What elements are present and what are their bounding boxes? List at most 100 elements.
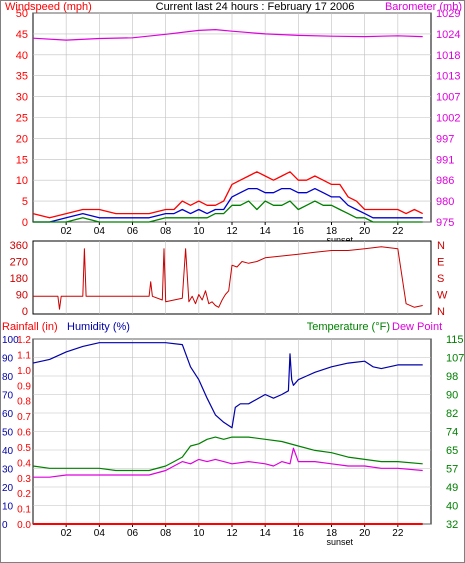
windspeed-tick-label: 45 (16, 29, 28, 41)
rainfall-tick-label: 0.2 (17, 489, 31, 500)
rainfall-axis-title: Rainfall (in) (2, 321, 58, 333)
dewpoint-axis-title: Dew Point (392, 321, 442, 333)
windspeed-tick-label: 25 (16, 113, 28, 125)
compass-tick-label: E (437, 257, 444, 269)
wind-xtick-label: 02 (61, 226, 73, 237)
windspeed-tick-label: 30 (16, 92, 28, 104)
rainfall-tick-label: 0.5 (17, 443, 31, 454)
wind-xtick-label: 14 (260, 226, 272, 237)
humidity-tick-label: 60 (2, 409, 14, 420)
temperature-tick-label: 115 (446, 334, 464, 346)
humidity-xtick-label: 20 (359, 528, 371, 539)
wind-xtick-label: 16 (293, 226, 305, 237)
humidity-tick-label: 10 (2, 502, 14, 513)
humidity-line (32, 342, 423, 429)
chart-title: Current last 24 hours : February 17 2006 (156, 1, 355, 13)
low-line (33, 200, 423, 223)
rainfall-tick-label: 0.4 (17, 458, 31, 469)
windspeed-tick-label: 15 (16, 154, 28, 166)
humidity-axis-title: Humidity (%) (67, 321, 130, 333)
humidity-tick-label: 100 (2, 335, 19, 346)
temperature-tick-label: 107 (446, 353, 464, 365)
wind-xtick-label: 12 (226, 226, 238, 237)
humidity-tick-label: 0 (2, 520, 8, 531)
rainfall-tick-label: 0.9 (17, 381, 31, 392)
humidity-xtick-label: 18 (326, 528, 338, 539)
compass-tick-label: N (437, 240, 445, 252)
humidity-xtick-label: 22 (392, 528, 404, 539)
humidity-xtick-label: 14 (260, 528, 272, 539)
gust-line (32, 171, 423, 219)
rainfall-tick-label: 1.2 (17, 335, 31, 346)
barometer-tick-label: 980 (436, 196, 454, 208)
humidity-xtick-label: 04 (94, 528, 106, 539)
windspeed-tick-label: 50 (16, 8, 28, 20)
windspeed-tick-label: 10 (16, 175, 28, 187)
humidity-xtick-label: 06 (127, 528, 139, 539)
temperature-tick-label: 49 (446, 482, 458, 494)
rainfall-tick-label: 0.8 (17, 397, 31, 408)
wind-xtick-label: 04 (94, 226, 106, 237)
windspeed-axis-title: Windspeed (mph) (5, 1, 92, 13)
compass-tick-label: S (437, 273, 444, 285)
temperature-tick-label: 98 (446, 371, 458, 383)
humidity-tick-label: 70 (2, 391, 14, 402)
barometer-tick-label: 986 (436, 175, 454, 187)
humidity-tick-label: 20 (2, 483, 14, 494)
wind-xtick-label: 18 (326, 226, 338, 237)
direction-tick-label: 360 (10, 240, 28, 252)
humidity-tick-label: 80 (2, 372, 14, 383)
wind-sunset-label: sunset (327, 235, 354, 245)
rainfall-tick-label: 0.1 (17, 505, 31, 516)
temperature-axis-title: Temperature (°F) (307, 321, 390, 333)
direction-tick-label: 180 (10, 273, 28, 285)
barometer-tick-label: 991 (436, 154, 454, 166)
barometer-axis-title: Barometer (mb) (385, 1, 462, 13)
humidity-tick-label: 50 (2, 428, 14, 439)
barometer-tick-label: 997 (436, 133, 454, 145)
rain-humidity-temperature-panel: 0.00.10.20.30.40.50.60.70.80.91.01.11.2 … (2, 334, 464, 547)
rainfall-tick-label: 0.3 (17, 474, 31, 485)
direction-tick-label: 0 (22, 306, 28, 318)
windspeed-tick-label: 35 (16, 71, 28, 83)
windspeed-tick-label: 40 (16, 50, 28, 62)
humidity-sunset-label: sunset (327, 537, 354, 547)
rainfall-tick-label: 1.1 (17, 350, 31, 361)
humidity-xtick-label: 10 (193, 528, 205, 539)
humidity-tick-label: 30 (2, 465, 14, 476)
windspeed-tick-label: 20 (16, 133, 28, 145)
barometer-tick-label: 1007 (436, 92, 460, 104)
compass-tick-label: W (437, 290, 448, 302)
humidity-xtick-label: 16 (293, 528, 305, 539)
rainfall-tick-label: 1.0 (17, 366, 31, 377)
barometer-tick-label: 1024 (436, 29, 460, 41)
temperature-line (32, 436, 423, 472)
wind-xtick-label: 06 (127, 226, 139, 237)
direction-tick-label: 270 (10, 257, 28, 269)
temperature-tick-label: 90 (446, 390, 458, 402)
windspeed-tick-label: 0 (22, 217, 28, 229)
barometer-tick-label: 1002 (436, 113, 460, 125)
barometer-tick-label: 1013 (436, 71, 460, 83)
rainfall-tick-label: 0.6 (17, 428, 31, 439)
direction-tick-label: 90 (16, 290, 28, 302)
wind-xtick-label: 22 (392, 226, 404, 237)
temperature-tick-label: 57 (446, 464, 458, 476)
wind-xtick-label: 10 (193, 226, 205, 237)
temperature-tick-label: 40 (446, 501, 458, 513)
humidity-xtick-label: 02 (61, 528, 73, 539)
wind-direction-line (33, 246, 423, 310)
barometer-tick-label: 1018 (436, 50, 460, 62)
barometer-tick-label: 1029 (436, 8, 460, 20)
windspeed-tick-label: 5 (22, 196, 28, 208)
humidity-xtick-label: 08 (160, 528, 172, 539)
temperature-tick-label: 74 (446, 427, 458, 439)
barometer-tick-label: 975 (436, 217, 454, 229)
wind-xtick-label: 08 (160, 226, 172, 237)
barometer-line (32, 29, 423, 41)
rainfall-tick-label: 0.7 (17, 412, 31, 423)
wind-xtick-label: 20 (359, 226, 371, 237)
